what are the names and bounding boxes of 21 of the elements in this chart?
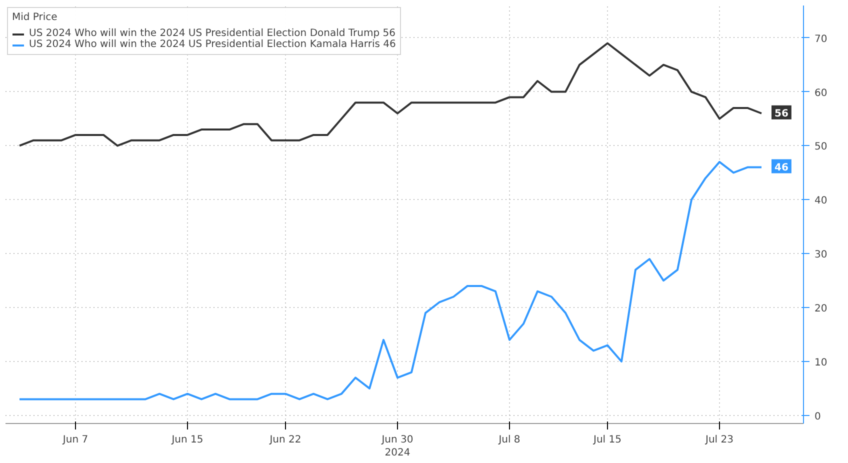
- y-tick-label: 0: [814, 411, 821, 422]
- x-tick-label: Jul 15: [592, 434, 622, 446]
- y-tick-label: 30: [814, 250, 828, 261]
- data-label: 46: [774, 162, 788, 174]
- data-label: 56: [774, 108, 788, 120]
- legend-label: US 2024 Who will win the 2024 US Presidential Election Donald Trump 56: [29, 28, 396, 39]
- y-tick-label: 20: [814, 304, 828, 315]
- x-tick-label: Jun 15: [170, 434, 204, 446]
- legend-title: Mid Price: [12, 12, 58, 23]
- x-tick-label: Jul 8: [498, 434, 520, 446]
- y-tick-label: 60: [814, 88, 828, 99]
- y-tick-label: 70: [814, 34, 828, 45]
- x-tick-label: Jun 22: [268, 434, 302, 446]
- line-series: [18, 160, 762, 400]
- legend-label: US 2024 Who will win the 2024 US Presidential Election Kamala Harris 46: [29, 39, 396, 50]
- x-tick-label: Jun 30 2024: [380, 434, 414, 459]
- y-tick-label: 10: [814, 357, 828, 368]
- x-tick-label: Jul 23: [704, 434, 734, 446]
- y-tick-label: 50: [814, 142, 828, 153]
- x-tick-label: Jun 7: [62, 434, 88, 446]
- y-tick-label: 40: [814, 196, 828, 207]
